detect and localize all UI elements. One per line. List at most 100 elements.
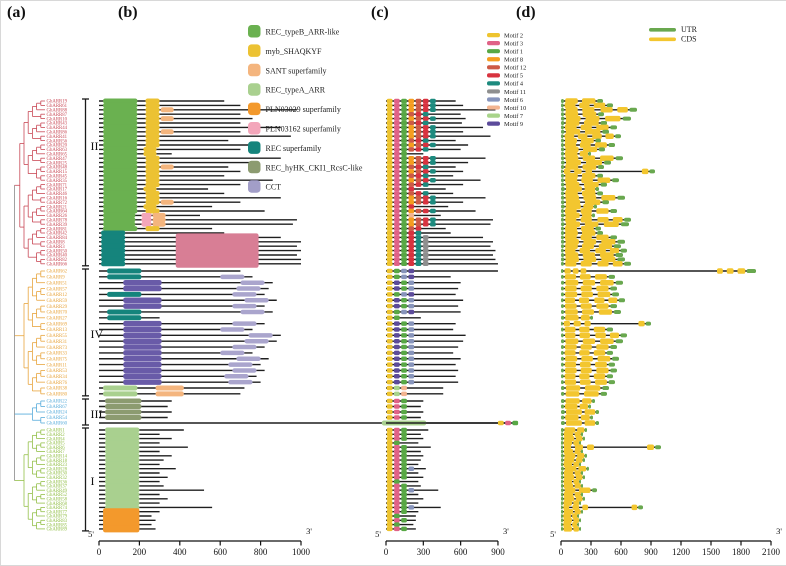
motif-row: [386, 164, 456, 170]
domain-box: [123, 326, 162, 333]
motif-row: [386, 505, 441, 510]
domain-box: [123, 320, 162, 327]
motif-row: [386, 169, 464, 174]
motif-row: [386, 440, 419, 446]
domain-SANT superfamily: [160, 116, 174, 122]
utr-block: [597, 112, 604, 117]
domain-row: [99, 230, 225, 236]
utr-block: [620, 248, 627, 253]
motif-box: [430, 199, 436, 205]
motif-box: [408, 155, 415, 161]
motif-box: [401, 221, 407, 227]
motif-box: [422, 116, 429, 121]
utr-block: [561, 466, 564, 471]
motif-box: [415, 155, 422, 161]
motif-box: [393, 526, 400, 532]
legend-item: Motif 10: [487, 105, 526, 112]
cds-block: [564, 142, 577, 148]
domain-row: [99, 367, 265, 374]
motif-box: [401, 496, 407, 502]
motif-box: [386, 457, 393, 463]
group-label: II: [91, 139, 99, 153]
gene-label: GhARR83: [47, 519, 68, 524]
utr-block: [561, 173, 564, 178]
motif-row: [386, 374, 456, 379]
svg-text:3': 3': [503, 526, 509, 536]
gene-label: GhARR47: [47, 157, 68, 162]
cds-block: [585, 129, 601, 135]
motif-box: [393, 280, 400, 285]
motif-box: [393, 453, 400, 459]
domain-REC_typeA_ARR: [105, 457, 140, 463]
motif-box: [401, 398, 407, 404]
cds-block: [582, 279, 596, 286]
cds-block: [563, 470, 574, 476]
gene-structure-row: [561, 159, 611, 166]
utr-block: [561, 222, 565, 227]
gene-label: GhARR81: [47, 227, 68, 232]
gene-structure-row: [561, 297, 625, 303]
cds-block: [585, 115, 600, 122]
utr-block: [584, 428, 587, 432]
motif-row: [386, 385, 444, 391]
utr-block: [595, 410, 599, 414]
motif-box: [415, 160, 422, 165]
cds-block: [564, 474, 575, 481]
motif-box: [408, 217, 415, 223]
domain-myb_SHAQKYF: [145, 164, 160, 170]
motif-box: [430, 125, 436, 130]
cds-block: [565, 261, 577, 267]
legend-swatch-icon: [248, 122, 261, 135]
motif-box: [393, 155, 400, 161]
utr-block: [629, 107, 637, 112]
cds-block: [582, 504, 589, 511]
domain-myb_SHAQKYF: [145, 168, 160, 174]
utr-block: [610, 125, 617, 130]
svg-text:UTR: UTR: [681, 25, 698, 34]
motif-row: [386, 235, 484, 240]
legend-item: REC_typeA_ARR: [248, 83, 326, 96]
domain-REC_typeB_ARR-like: [103, 173, 138, 179]
domain-REC_hyHK_CKI1_RcsC-like: [105, 409, 142, 415]
cds-block: [563, 461, 572, 468]
cds-block: [583, 203, 594, 210]
utr-block: [595, 187, 599, 191]
domain-myb_SHAQKYF: [145, 155, 160, 161]
legend-swatch-icon: [649, 37, 676, 42]
motif-row: [386, 509, 419, 514]
gene-label: GhARR6: [47, 446, 66, 451]
domain-row: [99, 356, 269, 362]
utr-block: [610, 209, 617, 213]
motif-box: [386, 391, 393, 397]
motif-box: [393, 160, 400, 165]
domain-REC_typeA_ARR: [103, 385, 138, 391]
cds-block: [565, 291, 578, 298]
domain-REC_typeB_ARR-like: [103, 129, 138, 135]
gene-structure-row: [561, 504, 643, 511]
cds-block: [564, 234, 577, 241]
motif-box: [422, 243, 429, 249]
motif-box: [401, 164, 407, 170]
motif-box: [430, 107, 436, 113]
motif-box: [415, 98, 422, 104]
domain-REC_typeB_ARR-like: [103, 199, 138, 205]
utr-block: [561, 121, 565, 125]
motif-row: [386, 427, 429, 433]
utr-block: [620, 222, 629, 227]
gene-label: GhARR38: [47, 387, 68, 392]
motif-row: [386, 160, 469, 165]
utr-block: [591, 399, 595, 403]
gene-structure-row: [561, 361, 615, 368]
motif-box: [408, 333, 415, 338]
motif-box: [401, 98, 407, 104]
motif-box: [415, 125, 422, 130]
motif-box: [393, 257, 400, 262]
domain-myb_SHAQKYF: [143, 204, 157, 210]
motif-row: [386, 221, 491, 227]
cds-block: [593, 373, 606, 380]
gene-structure-row: [561, 420, 599, 426]
motif-box: [408, 309, 415, 315]
